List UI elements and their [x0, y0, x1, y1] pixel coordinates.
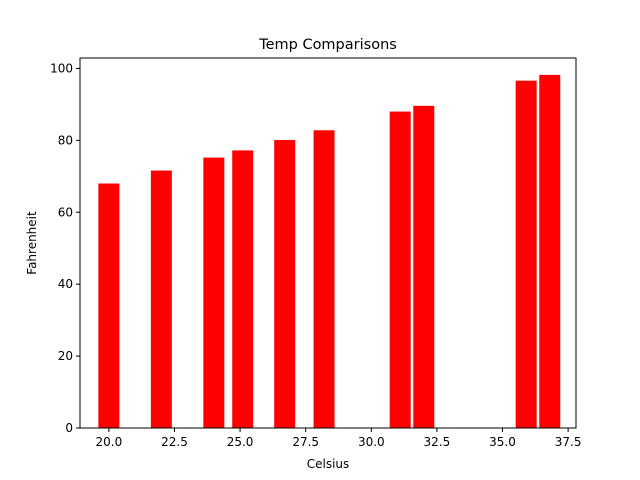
bar-9: [539, 74, 561, 428]
x-tick-label-4: 30.0: [358, 435, 385, 449]
bar-7: [413, 105, 435, 429]
bar-0: [98, 183, 120, 428]
x-tick-label-1: 22.5: [161, 435, 188, 449]
x-tick-label-2: 25.0: [227, 435, 254, 449]
x-tick-label-3: 27.5: [292, 435, 319, 449]
chart-title: Temp Comparisons: [258, 37, 397, 53]
y-tick-label-0: 0: [65, 421, 73, 435]
plot-frame: [79, 57, 577, 429]
bar-5: [313, 130, 335, 428]
bar-3: [232, 150, 254, 429]
bar-1: [150, 170, 172, 429]
y-tick-label-1: 20: [58, 349, 73, 363]
x-tick-label-5: 32.5: [424, 435, 451, 449]
x-tick-label-0: 20.0: [96, 435, 123, 449]
x-tick-label-6: 35.0: [489, 435, 516, 449]
bars-group: [98, 74, 561, 429]
bar-8: [515, 80, 537, 428]
bar-4: [274, 139, 296, 428]
bar-6: [389, 111, 411, 428]
x-axis: 20.0 22.5 25.0 27.5 30.0 32.5 35.0 37.5: [96, 428, 582, 449]
y-tick-label-5: 100: [50, 61, 73, 75]
x-axis-label: Celsius: [307, 457, 350, 471]
bar-2: [203, 157, 225, 428]
y-tick-label-3: 60: [58, 205, 73, 219]
y-axis: 0 20 40 60 80 100: [50, 61, 80, 435]
y-tick-label-2: 40: [58, 277, 73, 291]
x-tick-label-7: 37.5: [555, 435, 582, 449]
y-axis-label: Fahrenheit: [25, 211, 39, 275]
y-tick-label-4: 80: [58, 133, 73, 147]
